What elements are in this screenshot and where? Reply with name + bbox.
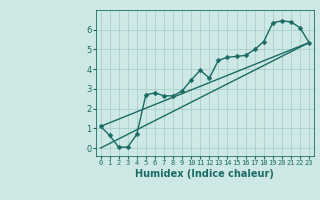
X-axis label: Humidex (Indice chaleur): Humidex (Indice chaleur) bbox=[135, 169, 274, 179]
